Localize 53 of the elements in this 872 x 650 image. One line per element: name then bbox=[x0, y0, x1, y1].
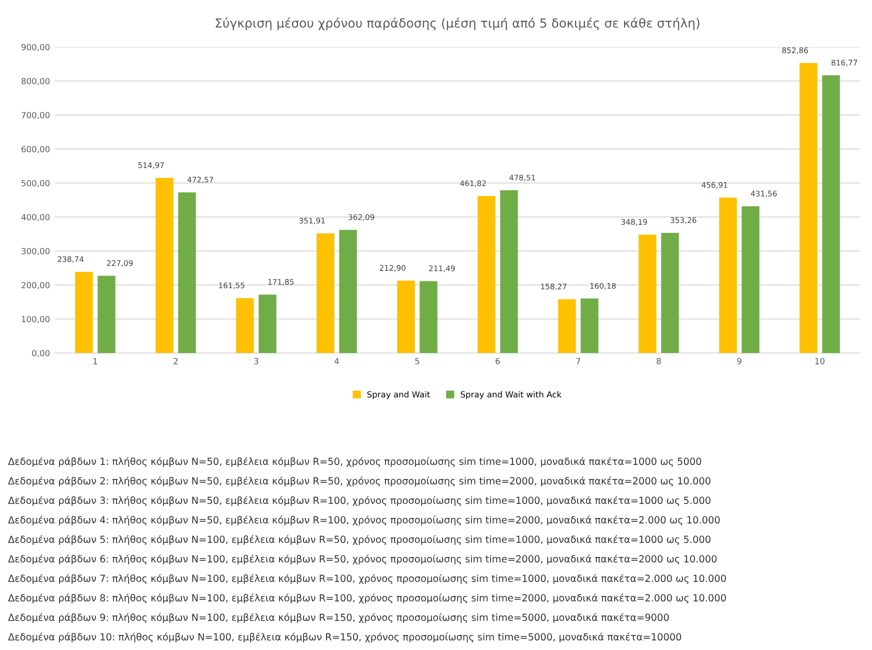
text: Δεδομένα ράβδων 3: πλήθος κόμβων N=50, εμβέλεια κόμβων R=100, χρόνος προσομοίωσης sim time=1000, μοναδικά πακέτα=1000 ως 5.000 bbox=[8, 496, 710, 506]
x-tick-label: 7 bbox=[576, 358, 580, 364]
text: Δεδομένα ράβδων 9: πλήθος κόμβων N=100, εμβέλεια κόμβων R=150, χρόνος προσομοίωσης sim time=5000, μοναδικά πακέτα=9000 bbox=[8, 613, 669, 623]
bar bbox=[661, 232, 679, 353]
y-tick-label: 800,00 bbox=[22, 78, 50, 86]
x-tick-label: 4 bbox=[334, 358, 339, 364]
x-tick-label: 8 bbox=[656, 358, 661, 364]
bar bbox=[500, 190, 518, 353]
y-tick-label: 900,00 bbox=[22, 44, 50, 52]
text: Δεδομένα ράβδων 5: πλήθος κόμβων N=100, εμβέλεια κόμβων R=50, χρόνος προσομοίωσης sim time=1000, μοναδικά πακέτα=1000 ως 5.000 bbox=[8, 535, 710, 545]
bar bbox=[478, 196, 496, 353]
chart-title: Σύγκριση μέσου χρόνου παράδοσης (μέση τιμή από 5 δοκιμές σε κάθε στήλη) bbox=[216, 18, 700, 30]
x-tick-label: 6 bbox=[496, 358, 500, 364]
y-tick-label: 400,00 bbox=[21, 214, 50, 222]
bar bbox=[420, 281, 438, 353]
text: Δεδομένα ράβδων 7: πλήθος κόμβων N=100, εμβέλεια κόμβων R=100, χρόνος προσομοίωσης sim time=1000, μοναδικά πακέτα=2.000 ως 10.000 bbox=[8, 574, 726, 584]
bar bbox=[800, 63, 818, 353]
bar bbox=[638, 234, 656, 353]
bar bbox=[258, 294, 276, 353]
bar bbox=[316, 233, 334, 353]
bar bbox=[75, 272, 93, 353]
bar bbox=[397, 280, 415, 353]
x-tick-label: 10 bbox=[815, 358, 824, 364]
legend-label: Spray and Wait with Ack bbox=[460, 391, 562, 400]
x-tick-label: 5 bbox=[415, 358, 420, 364]
y-tick-label: 700,00 bbox=[22, 112, 50, 120]
y-tick-label: 500,00 bbox=[22, 180, 50, 188]
bar bbox=[236, 298, 254, 353]
y-tick-label: 600,00 bbox=[22, 146, 50, 154]
text: Δεδομένα ράβδων 6: πλήθος κόμβων N=100, εμβέλεια κόμβων R=50, χρόνος προσομοίωσης sim time=2000, μοναδικά πακέτα=2000 ως 10.000 bbox=[8, 554, 717, 564]
bar bbox=[339, 230, 357, 353]
x-tick-label: 1 bbox=[94, 358, 98, 364]
bar bbox=[98, 276, 116, 353]
bar bbox=[558, 299, 576, 353]
x-tick-label: 9 bbox=[737, 358, 742, 364]
bar bbox=[822, 75, 840, 353]
text: Δεδομένα ράβδων 8: πλήθος κόμβων N=100, εμβέλεια κόμβων R=100, χρόνος προσομοίωσης sim time=2000, μοναδικά πακέτα=2.000 ως 10.000 bbox=[8, 594, 726, 604]
text: Δεδομένα ράβδων 4: πλήθος κόμβων N=50, εμβέλεια κόμβων R=100, χρόνος προσομοίωσης sim time=2000, μοναδικά πακέτα=2.000 ως 10.000 bbox=[8, 516, 720, 526]
bar bbox=[719, 198, 737, 353]
x-tick-label: 2 bbox=[174, 358, 178, 364]
text: Δεδομένα ράβδων 2: πλήθος κόμβων N=50, εμβέλεια κόμβων R=50, χρόνος προσομοίωσης sim time=2000, μοναδικά πακέτα=2000 ως 10.000 bbox=[8, 476, 710, 486]
bar bbox=[156, 178, 174, 353]
y-tick-label: 200,00 bbox=[22, 282, 50, 290]
bar bbox=[178, 192, 196, 353]
text: Δεδομένα ράβδων 10: πλήθος κόμβων N=100, εμβέλεια κόμβων R=150, χρόνος προσομοίωσης sim time=5000, μοναδικά πακέτα=10000 bbox=[8, 632, 682, 642]
y-tick-label: 0,00 bbox=[32, 350, 50, 358]
y-tick-label: 300,00 bbox=[22, 248, 50, 256]
x-tick-label: 3 bbox=[254, 358, 258, 364]
text: Δεδομένα ράβδων 1: πλήθος κόμβων N=50, εμβέλεια κόμβων R=50, χρόνος προσομοίωσης sim time=1000, μοναδικά πακέτα=1000 ως 5000 bbox=[8, 457, 702, 467]
y-tick-label: 100,00 bbox=[22, 316, 50, 324]
legend-label: Spray and Wait bbox=[367, 391, 430, 400]
bar bbox=[580, 298, 598, 353]
bar bbox=[742, 206, 760, 353]
